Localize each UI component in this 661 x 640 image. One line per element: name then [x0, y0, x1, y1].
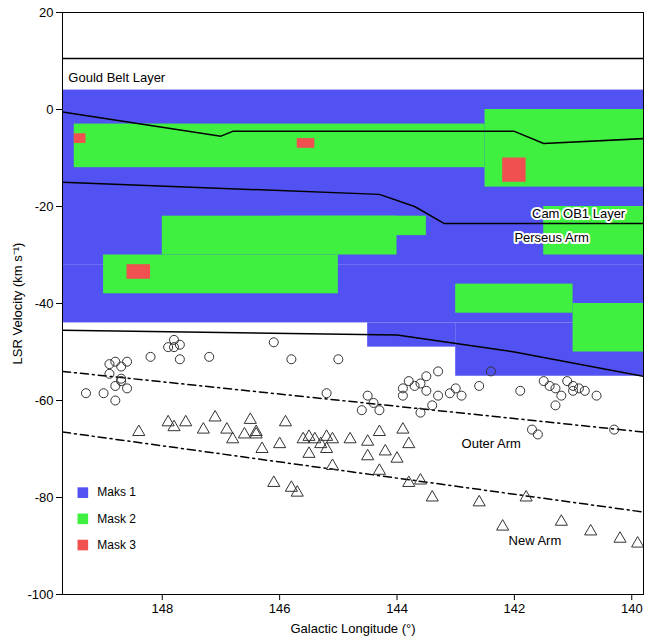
- svg-text:Galactic Longitude (°): Galactic Longitude (°): [290, 621, 415, 636]
- svg-text:-100: -100: [27, 587, 53, 602]
- svg-text:144: 144: [386, 601, 408, 616]
- svg-text:-80: -80: [35, 490, 54, 505]
- svg-text:-60: -60: [35, 393, 54, 408]
- svg-text:Maks 1: Maks 1: [97, 485, 136, 499]
- svg-text:-40: -40: [35, 296, 54, 311]
- svg-text:Mask 3: Mask 3: [97, 538, 136, 552]
- svg-text:148: 148: [151, 601, 173, 616]
- svg-text:20: 20: [39, 5, 53, 20]
- svg-text:LSR Velocity (km s⁻¹): LSR Velocity (km s⁻¹): [10, 243, 25, 365]
- svg-text:0: 0: [46, 102, 53, 117]
- svg-text:Cam OB1 Layer: Cam OB1 Layer: [532, 206, 626, 221]
- svg-text:Perseus Arm: Perseus Arm: [514, 230, 588, 245]
- svg-text:146: 146: [269, 601, 291, 616]
- svg-text:142: 142: [504, 601, 526, 616]
- svg-text:-20: -20: [35, 199, 54, 214]
- svg-text:New Arm: New Arm: [509, 533, 562, 548]
- svg-text:Gould Belt Layer: Gould Belt Layer: [68, 70, 166, 85]
- svg-text:Mask 2: Mask 2: [97, 512, 136, 526]
- svg-text:140: 140: [621, 601, 643, 616]
- svg-text:Outer Arm: Outer Arm: [462, 436, 521, 451]
